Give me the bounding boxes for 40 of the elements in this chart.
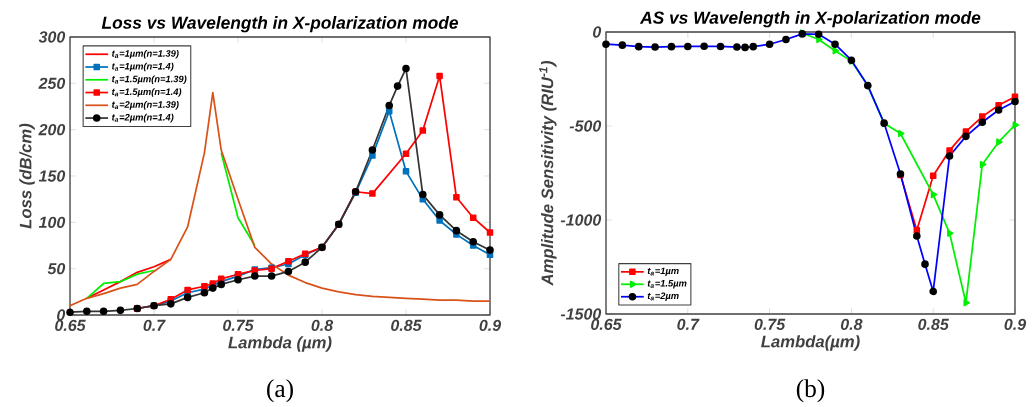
legend-label: t$_{a}$=2µm: [647, 292, 679, 301]
y-tick-label: 50: [47, 263, 66, 275]
y-axis-title: Amplitude Sensitivity (RIU$^{-1}$): [539, 61, 557, 286]
x-tick-label: 0.65: [55, 319, 86, 332]
y-tick-label: 200: [38, 124, 66, 136]
legend-label: t$_{a}$=1µm: [647, 267, 679, 276]
x-tick-label: 0.8: [840, 318, 863, 331]
x-tick-label: 0.65: [591, 318, 622, 331]
x-tick-label: 0.9: [479, 319, 502, 332]
legend-label: t$_{a}$=2µm(n=1.4): [112, 113, 174, 123]
legend-label: t$_{a}$=1.5µm: [647, 280, 687, 289]
y-tick-label: 0: [593, 26, 602, 38]
y-tick-label: -1000: [560, 214, 602, 226]
chart-title: Loss vs Wavelength in X-polarization mode: [101, 16, 459, 33]
text: (b): [796, 379, 825, 403]
y-tick-label: 150: [38, 170, 66, 182]
y-tick-label: 100: [38, 216, 66, 228]
y-tick-label: 0: [57, 309, 66, 321]
legend-label: t$_{a}$=1µm(n=1.39): [112, 49, 179, 59]
x-tick-label: 0.9: [1004, 318, 1027, 331]
x-tick-label: 0.85: [918, 318, 949, 331]
x-tick-label: 0.7: [143, 319, 166, 332]
y-axis-title: Loss (dB/cm): [19, 123, 35, 229]
chart-title: AS vs Wavelength in X-polarization mode: [639, 11, 981, 28]
x-tick-label: 0.7: [677, 318, 700, 331]
legend-label: t$_{a}$=1.5µm(n=1.39): [112, 75, 187, 85]
x-tick-label: 0.85: [391, 319, 422, 332]
legend-label: t$_{a}$=2µm(n=1.39): [112, 100, 179, 110]
legend-label: t$_{a}$=1.5µm(n=1.4): [112, 88, 182, 97]
y-tick-label: -500: [569, 120, 602, 132]
y-tick-label: -1500: [560, 308, 602, 320]
text: (a): [267, 379, 293, 403]
x-tick-label: 0.75: [754, 318, 786, 331]
y-tick-label: 300: [38, 31, 66, 43]
x-axis-title: Lambda(µm): [761, 335, 860, 351]
x-tick-label: 0.8: [311, 319, 334, 332]
x-tick-label: 0.75: [223, 319, 254, 332]
y-tick-label: 250: [38, 77, 66, 89]
legend-label: t$_{a}$=1µm(n=1.4): [112, 62, 174, 72]
x-axis-title: Lambda (µm): [228, 336, 332, 352]
